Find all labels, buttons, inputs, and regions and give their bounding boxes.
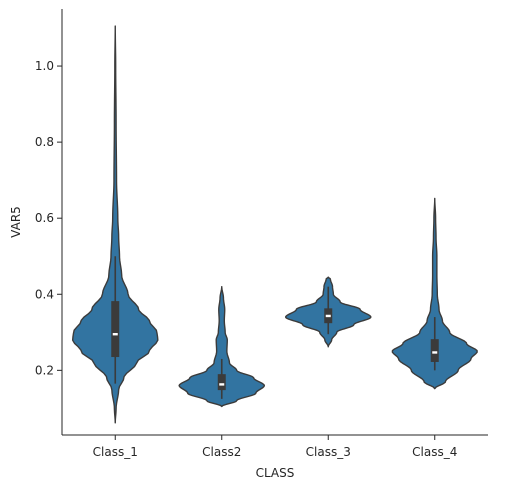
y-tick-label: 1.0 — [35, 59, 54, 73]
violin-iqr-box — [218, 374, 226, 390]
y-ticks: 0.2 0.4 0.6 0.8 1.0 — [35, 59, 62, 377]
y-tick-label: 0.8 — [35, 135, 54, 149]
violin-iqr-box — [431, 339, 439, 362]
violin-Class_1 — [73, 26, 158, 423]
x-ticks: Class_1 Class2 Class_3 Class_4 — [93, 435, 458, 459]
x-axis-label: CLASS — [256, 466, 295, 480]
violin-median — [432, 351, 437, 353]
y-tick-label: 0.2 — [35, 363, 54, 377]
violin-median — [113, 333, 118, 335]
violins-layer — [73, 26, 477, 423]
y-axis-label: VAR5 — [9, 206, 23, 238]
violin-median — [219, 383, 224, 385]
y-tick-label: 0.4 — [35, 287, 54, 301]
violin-Class_4 — [392, 198, 477, 388]
violin-Class_3 — [286, 277, 371, 347]
x-tick-label: Class_3 — [306, 445, 351, 459]
y-tick-label: 0.6 — [35, 211, 54, 225]
violin-iqr-box — [111, 301, 119, 357]
x-tick-label: Class_1 — [93, 445, 138, 459]
violin-Class2 — [179, 287, 264, 407]
violin-median — [326, 315, 331, 317]
x-tick-label: Class2 — [202, 445, 241, 459]
x-tick-label: Class_4 — [412, 445, 457, 459]
